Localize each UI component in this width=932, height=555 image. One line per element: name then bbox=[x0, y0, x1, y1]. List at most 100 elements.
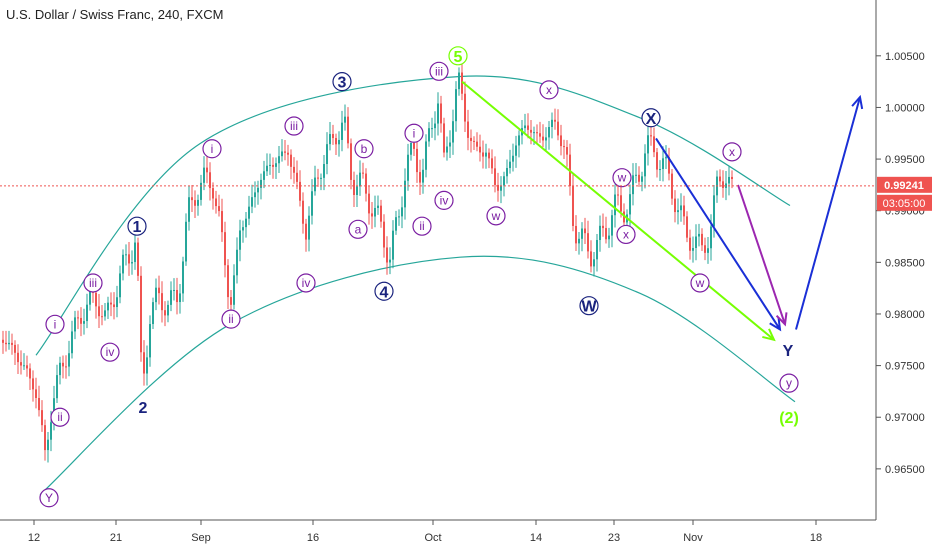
trend-arrowhead bbox=[851, 94, 864, 110]
candle-body bbox=[74, 317, 76, 332]
candle-body bbox=[665, 157, 667, 159]
candle-body bbox=[20, 362, 22, 366]
candle-body bbox=[215, 198, 217, 207]
wave-label: w bbox=[491, 209, 501, 223]
candle-body bbox=[503, 176, 505, 186]
wave-label: x bbox=[729, 145, 735, 159]
candle-body bbox=[137, 242, 139, 276]
candle-body bbox=[230, 297, 232, 305]
wave-label: 3 bbox=[338, 75, 347, 92]
candle-body bbox=[482, 152, 484, 157]
candle-body bbox=[443, 123, 445, 153]
wave-label: Y bbox=[45, 491, 53, 505]
candle-body bbox=[425, 141, 427, 170]
candle-body bbox=[524, 125, 526, 129]
time-tick-label: 18 bbox=[810, 532, 822, 544]
candle-body bbox=[2, 339, 4, 343]
wave-label-circle bbox=[448, 46, 468, 66]
candle-body bbox=[608, 235, 610, 240]
candle-body bbox=[506, 168, 508, 177]
candle-body bbox=[176, 289, 178, 303]
wave-label: X bbox=[646, 111, 657, 128]
candle-body bbox=[431, 128, 433, 130]
candle-body bbox=[689, 237, 691, 251]
candle-body bbox=[416, 148, 418, 173]
wave-label-circle bbox=[348, 219, 368, 239]
wave-label: (2) bbox=[779, 410, 799, 427]
candle-body bbox=[218, 206, 220, 212]
candle-body bbox=[458, 72, 460, 90]
candle-body bbox=[158, 287, 160, 294]
candle-body bbox=[455, 89, 457, 122]
candle-body bbox=[437, 103, 439, 124]
candle-body bbox=[203, 167, 205, 183]
wave-label: y bbox=[786, 376, 792, 390]
trend-arrowhead bbox=[775, 312, 788, 327]
price-tick-label: 0.97500 bbox=[885, 361, 925, 373]
candle-body bbox=[422, 169, 424, 183]
candle-body bbox=[713, 195, 715, 227]
price-tick-label: 1.00000 bbox=[885, 102, 925, 114]
candle-body bbox=[356, 186, 358, 195]
candle-body bbox=[65, 366, 67, 368]
candle-body bbox=[314, 177, 316, 192]
countdown-badge: 03:05:00 bbox=[877, 194, 932, 211]
candle-body bbox=[233, 275, 235, 305]
candle-body bbox=[335, 138, 337, 145]
wave-label: b bbox=[361, 142, 368, 156]
candle-body bbox=[617, 194, 619, 196]
candle-body bbox=[188, 197, 190, 222]
time-axis[interactable]: 12 21 Sep 16 Oct 14 23 Nov 18 bbox=[28, 520, 822, 544]
time-tick-label: 12 bbox=[28, 532, 40, 544]
candle-body bbox=[380, 205, 382, 222]
candle-body bbox=[584, 228, 586, 234]
candle-body bbox=[539, 133, 541, 137]
candle-body bbox=[317, 177, 319, 179]
trend-arrowhead bbox=[769, 317, 782, 332]
candle-body bbox=[155, 287, 157, 303]
candle-body bbox=[191, 197, 193, 201]
candle-body bbox=[452, 121, 454, 143]
candle-body bbox=[341, 122, 343, 140]
candle-body bbox=[632, 175, 634, 195]
wave-label-circle bbox=[50, 407, 70, 427]
price-tick-label: 0.98500 bbox=[885, 257, 925, 269]
candle-body bbox=[581, 228, 583, 239]
candle-body bbox=[287, 152, 289, 155]
candle-body bbox=[383, 221, 385, 248]
candle-body bbox=[491, 158, 493, 169]
candle-body bbox=[164, 310, 166, 316]
candle-body bbox=[386, 247, 388, 263]
candle-body bbox=[257, 187, 259, 193]
candle-body bbox=[29, 368, 31, 379]
time-tick-label: 14 bbox=[530, 532, 542, 544]
candle-body bbox=[98, 306, 100, 317]
candle-body bbox=[428, 128, 430, 142]
candle-body bbox=[530, 129, 532, 133]
candle-body bbox=[695, 236, 697, 249]
candle-body bbox=[263, 171, 265, 180]
candle-body bbox=[116, 297, 118, 308]
candle-body bbox=[410, 142, 412, 155]
candle-body bbox=[200, 182, 202, 200]
candle-body bbox=[404, 180, 406, 208]
wave-label: iv bbox=[440, 193, 449, 207]
candle-body bbox=[374, 207, 376, 217]
candle-body bbox=[38, 397, 40, 411]
wave-label-circle bbox=[722, 142, 742, 162]
candle-body bbox=[449, 142, 451, 147]
time-tick-label: 23 bbox=[608, 532, 620, 544]
candle-body bbox=[590, 251, 592, 267]
candle-body bbox=[602, 225, 604, 229]
candle-body bbox=[266, 165, 268, 172]
candle-body bbox=[146, 357, 148, 374]
candle-body bbox=[101, 316, 103, 318]
price-axis[interactable]: 1.005001.000000.995000.990000.985000.980… bbox=[876, 51, 925, 476]
candle-body bbox=[572, 185, 574, 226]
last-price-badge: 0.99241 bbox=[877, 176, 932, 193]
candle-body bbox=[614, 194, 616, 216]
candle-body bbox=[638, 174, 640, 182]
trend-arrow bbox=[655, 137, 781, 331]
